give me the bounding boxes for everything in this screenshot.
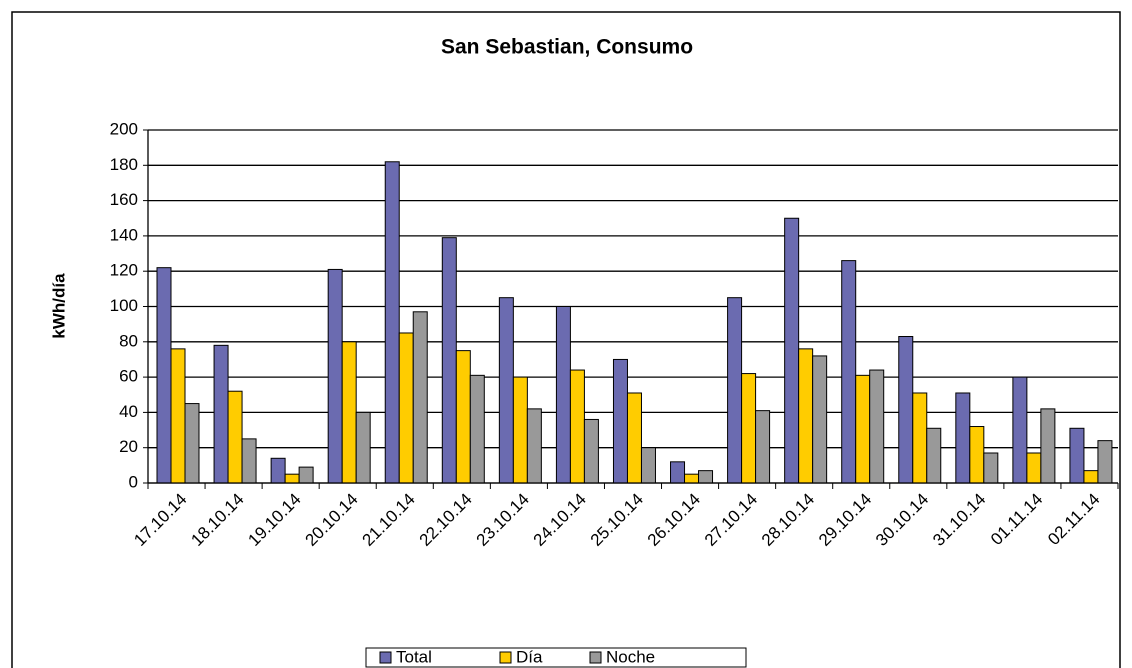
bar bbox=[156, 267, 172, 484]
y-tick-label: 160 bbox=[110, 190, 138, 209]
bar bbox=[898, 336, 914, 484]
legend-label: Total bbox=[396, 647, 432, 666]
bar bbox=[727, 297, 743, 484]
bar bbox=[398, 332, 414, 484]
y-axis-label: kWh/día bbox=[49, 273, 68, 339]
bar bbox=[741, 373, 757, 484]
bar bbox=[755, 410, 771, 484]
bar bbox=[869, 369, 885, 484]
legend-box bbox=[365, 647, 747, 668]
chart-title: San Sebastian, Consumo bbox=[441, 36, 693, 59]
bar bbox=[341, 341, 357, 484]
bar bbox=[1083, 470, 1099, 484]
y-tick-label: 20 bbox=[119, 437, 138, 456]
bar bbox=[469, 374, 485, 484]
bar bbox=[841, 260, 857, 484]
bar bbox=[798, 348, 814, 484]
bar bbox=[1069, 427, 1085, 484]
bar bbox=[640, 447, 656, 484]
bar bbox=[612, 358, 628, 484]
bar bbox=[213, 344, 229, 484]
bar bbox=[969, 426, 985, 484]
bar bbox=[912, 392, 928, 484]
bar bbox=[1026, 452, 1042, 484]
bar bbox=[526, 408, 542, 484]
y-tick-label: 120 bbox=[110, 261, 138, 280]
bar bbox=[784, 217, 800, 484]
bar bbox=[227, 390, 243, 484]
legend-swatch bbox=[589, 651, 602, 664]
bar bbox=[498, 297, 514, 484]
bar bbox=[670, 461, 686, 484]
bar bbox=[412, 311, 428, 484]
bar bbox=[626, 392, 642, 484]
bar bbox=[855, 374, 871, 484]
bar bbox=[569, 369, 585, 484]
bar bbox=[1097, 440, 1113, 484]
bar bbox=[441, 237, 457, 484]
y-tick-label: 0 bbox=[129, 472, 138, 491]
bar bbox=[926, 427, 942, 484]
legend-label: Día bbox=[516, 647, 543, 666]
bar bbox=[298, 466, 314, 484]
bar bbox=[698, 470, 714, 484]
bar bbox=[455, 350, 471, 484]
bar bbox=[983, 452, 999, 484]
bar bbox=[384, 161, 400, 484]
bar bbox=[270, 457, 286, 484]
bar bbox=[512, 376, 528, 484]
bar bbox=[955, 392, 971, 484]
bar bbox=[355, 411, 371, 484]
y-tick-label: 80 bbox=[119, 331, 138, 350]
bar bbox=[555, 306, 571, 484]
y-tick-label: 180 bbox=[110, 155, 138, 174]
bar bbox=[812, 355, 828, 484]
y-tick-label: 60 bbox=[119, 367, 138, 386]
y-tick-label: 140 bbox=[110, 225, 138, 244]
bar bbox=[684, 473, 700, 484]
y-tick-label: 100 bbox=[110, 296, 138, 315]
bar bbox=[184, 403, 200, 484]
y-tick-label: 40 bbox=[119, 402, 138, 421]
bar bbox=[241, 438, 257, 484]
bar bbox=[1040, 408, 1056, 484]
legend-swatch bbox=[379, 651, 392, 664]
bar bbox=[1012, 376, 1028, 484]
bar bbox=[284, 473, 300, 484]
bar bbox=[170, 348, 186, 484]
bar bbox=[327, 268, 343, 484]
legend-swatch bbox=[499, 651, 512, 664]
legend-label: Noche bbox=[606, 647, 655, 666]
y-tick-label: 200 bbox=[110, 119, 138, 138]
bar bbox=[583, 418, 599, 484]
